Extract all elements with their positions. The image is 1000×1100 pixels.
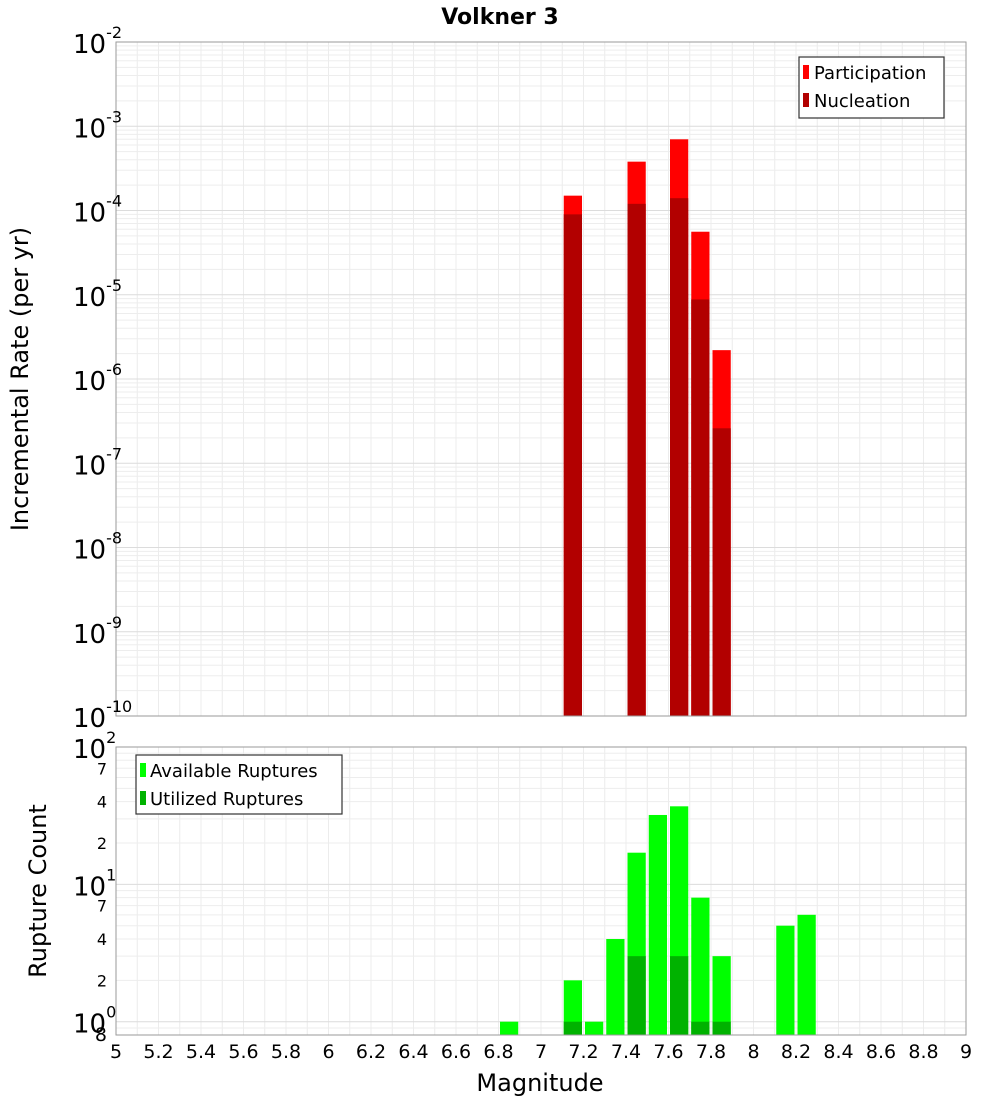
x-tick-label: 8.8	[908, 1041, 938, 1063]
bottom-y-minor-tick-label: 2	[97, 971, 107, 990]
bottom-y-tick-label: 100	[73, 1003, 116, 1040]
x-tick-label: 5.8	[271, 1041, 301, 1063]
participation-legend-label: Participation	[814, 63, 926, 84]
x-tick-label: 7.4	[611, 1041, 641, 1063]
x-ticks: 5 5.2 5.4 5.6 5.8 6 6.2 6.4 6.6 6.8 7 7.2 7.4 7.6 7.8 8…	[110, 1041, 972, 1063]
x-tick-label: 6.2	[356, 1041, 386, 1063]
bottom-legend: Available Ruptures Utilized Ruptures	[135, 754, 343, 815]
x-tick-label: 9	[960, 1041, 972, 1063]
x-tick-label: 6.8	[483, 1041, 513, 1063]
bottom-y-minor-tick-label: 8	[95, 1024, 107, 1046]
top-nucleation-bar	[670, 198, 689, 716]
x-tick-label: 8.4	[823, 1041, 853, 1063]
available-ruptures-legend-label: Available Ruptures	[150, 761, 318, 782]
x-tick-label: 6.6	[441, 1041, 471, 1063]
top-y-tick-label: 10-3	[73, 107, 122, 144]
top-legend: Participation Nucleation	[798, 56, 945, 119]
bottom-available-ruptures-bar	[712, 956, 731, 1035]
bottom-plot-frame	[115, 746, 967, 1036]
bottom-available-ruptures-bar	[691, 897, 710, 1035]
top-legend-box	[798, 56, 945, 119]
top-y-tick-label: 10-6	[73, 360, 122, 397]
top-y-tick-label: 10-7	[73, 444, 122, 481]
bottom-y-minor-tick-label: 4	[97, 793, 107, 812]
bottom-y-minor-tick-label: 7	[97, 897, 107, 916]
top-nucleation-bar	[563, 214, 582, 717]
top-y-axis-label: Incremental Rate (per yr)	[6, 227, 34, 531]
bottom-utilized-ruptures-bar	[691, 1021, 710, 1035]
top-grid	[115, 42, 967, 717]
x-tick-label: 7.6	[653, 1041, 683, 1063]
top-plot-frame	[115, 41, 967, 717]
x-tick-label: 7	[535, 1041, 547, 1063]
bottom-utilized-ruptures-bar	[712, 1021, 731, 1035]
bottom-y-minor-tick-label: 2	[97, 834, 107, 853]
x-tick-label: 6	[322, 1041, 334, 1063]
available-ruptures-legend-swatch	[140, 763, 146, 777]
x-tick-label: 5.2	[143, 1041, 173, 1063]
bottom-available-ruptures-bar	[776, 925, 795, 1035]
bottom-y-minor-tick-label: 7	[97, 759, 107, 778]
top-y-tick-label: 10-4	[73, 192, 122, 229]
top-y-tick-label: 10-10	[73, 697, 132, 734]
nucleation-legend-label: Nucleation	[814, 91, 910, 112]
x-axis-label: Magnitude	[476, 1069, 603, 1097]
utilized-ruptures-legend-swatch	[140, 791, 146, 805]
nucleation-legend-swatch	[803, 93, 809, 107]
x-tick-label: 7.2	[568, 1041, 598, 1063]
chart-title: Volkner 3	[441, 5, 559, 30]
bottom-y-ticks: 102 101 100 7 4 2 7 4 2 8	[73, 728, 116, 1046]
bottom-y-tick-label: 102	[73, 728, 116, 765]
x-tick-label: 8	[747, 1041, 759, 1063]
bottom-bars	[500, 806, 816, 1035]
top-y-tick-label: 10-8	[73, 529, 122, 566]
bottom-utilized-ruptures-bar	[670, 956, 689, 1035]
bottom-legend-box	[135, 754, 343, 815]
participation-legend-swatch	[803, 65, 809, 79]
bottom-y-tick-label: 101	[73, 865, 116, 902]
top-nucleation-bar	[691, 299, 710, 716]
bottom-available-ruptures-bar	[500, 1021, 519, 1035]
top-y-ticks: 10-2 10-3 10-4 10-5 10-6 10-7 10-8 10-9 10-10	[73, 23, 132, 734]
x-tick-label: 8.2	[781, 1041, 811, 1063]
x-tick-label: 5	[110, 1041, 122, 1063]
utilized-ruptures-legend-label: Utilized Ruptures	[150, 789, 303, 810]
top-y-tick-label: 10-5	[73, 276, 122, 313]
bottom-available-ruptures-bar	[797, 914, 816, 1035]
bottom-available-ruptures-bar	[648, 814, 667, 1035]
top-nucleation-bar	[627, 203, 646, 716]
x-tick-label: 5.4	[186, 1041, 216, 1063]
top-y-tick-label: 10-2	[73, 23, 122, 60]
top-plot: 10-2 10-3 10-4 10-5 10-6 10-7 10-8 10-9 10-10 In…	[6, 23, 967, 734]
top-nucleation-bar	[712, 428, 731, 716]
x-tick-label: 8.6	[866, 1041, 896, 1063]
x-tick-label: 5.6	[228, 1041, 258, 1063]
top-bars	[563, 139, 731, 717]
bottom-y-minor-tick-label: 4	[97, 930, 107, 949]
bottom-y-axis-label: Rupture Count	[24, 804, 52, 978]
bottom-available-ruptures-bar	[585, 1021, 604, 1035]
bottom-plot: 102 101 100 7 4 2 7 4 2 8 5 5.2 5.4 5.6 5.8 6 6.2 6.4 6.6…	[24, 728, 972, 1097]
top-y-tick-label: 10-9	[73, 613, 122, 650]
bottom-utilized-ruptures-bar	[563, 1021, 582, 1035]
x-tick-label: 7.8	[696, 1041, 726, 1063]
bottom-utilized-ruptures-bar	[627, 956, 646, 1035]
bottom-available-ruptures-bar	[563, 980, 582, 1035]
x-tick-label: 6.4	[398, 1041, 428, 1063]
bottom-available-ruptures-bar	[606, 939, 625, 1035]
